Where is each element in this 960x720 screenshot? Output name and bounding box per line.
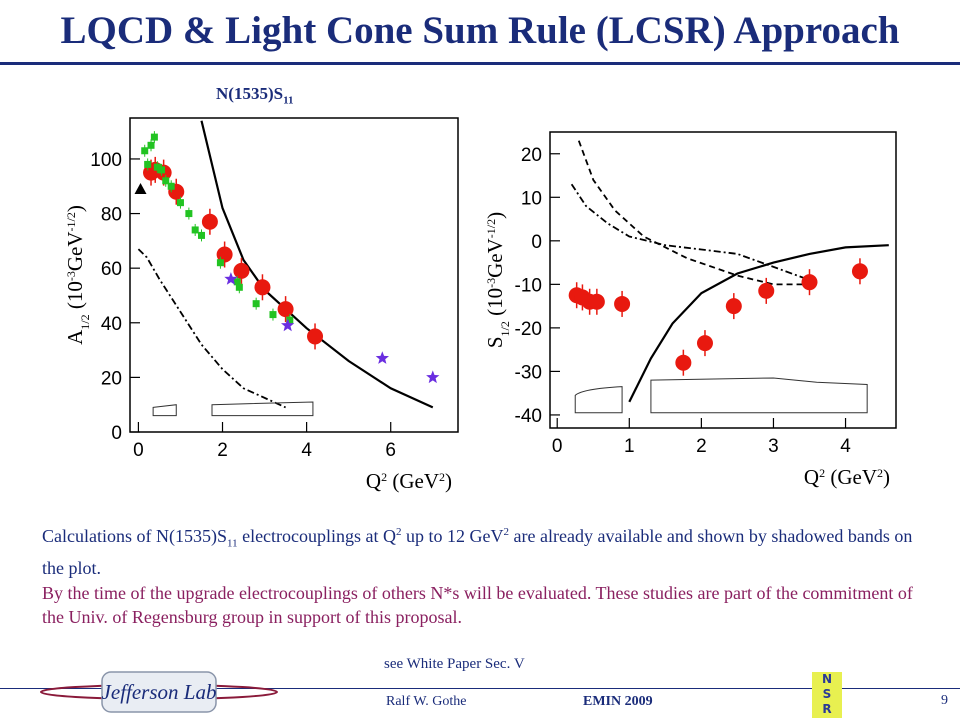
- data-point-circle: [277, 301, 294, 318]
- shadowed-band: [574, 386, 623, 414]
- theory-curve-dashdot: [570, 183, 810, 281]
- data-point-square: [150, 133, 158, 141]
- data-point-square: [197, 231, 205, 239]
- shadowed-band: [650, 377, 868, 414]
- shadowed-band: [211, 401, 314, 417]
- theory-curve-dashdot: [137, 248, 286, 409]
- y-axis-label: A1/2 (10-3GeV-1/2): [63, 205, 92, 345]
- data-point-circle: [675, 354, 692, 371]
- data-point-circle: [307, 328, 324, 345]
- plot-frame: [549, 131, 897, 429]
- data-point-circle: [614, 295, 631, 312]
- footer-conference: EMIN 2009: [583, 694, 653, 709]
- data-point-square: [167, 182, 175, 190]
- footer-author: Ralf W. Gothe: [386, 694, 467, 709]
- y-tick-label: 20: [521, 145, 542, 166]
- data-point-square: [158, 166, 166, 174]
- x-tick-label: 2: [217, 440, 228, 461]
- plot-frame: [129, 117, 459, 433]
- y-tick-label: -40: [515, 406, 542, 427]
- data-point-square: [147, 141, 155, 149]
- footer-divider: [0, 688, 960, 689]
- data-point-square: [286, 316, 294, 324]
- y-tick-label: 60: [101, 259, 122, 280]
- data-point-square: [162, 177, 170, 185]
- theory-curve-solid: [200, 120, 434, 409]
- data-point-circle: [254, 279, 271, 296]
- data-point-square: [153, 163, 161, 171]
- data-point-circle: [588, 293, 605, 310]
- data-point-star: [375, 351, 389, 364]
- title-divider: [0, 62, 960, 65]
- data-point-square: [269, 311, 277, 319]
- shadowed-band: [152, 404, 177, 417]
- jefferson-lab-logo: Jefferson Lab: [40, 671, 278, 713]
- data-point-circle: [201, 213, 218, 230]
- y-tick-label: 40: [101, 314, 122, 335]
- data-point-square: [252, 300, 260, 308]
- theory-curve-dashed: [577, 140, 810, 286]
- data-point-circle: [725, 298, 742, 315]
- data-point-square: [176, 199, 184, 207]
- data-point-square: [141, 147, 149, 155]
- data-point-square: [235, 283, 243, 291]
- slide-title: LQCD & Light Cone Sum Rule (LCSR) Approa…: [60, 9, 900, 52]
- data-point-circle: [851, 263, 868, 280]
- theory-curve-solid: [628, 244, 889, 403]
- data-point-circle: [696, 335, 713, 352]
- data-point-circle: [233, 262, 250, 279]
- data-point-square: [216, 259, 224, 267]
- y-tick-label: -10: [515, 275, 542, 296]
- y-tick-label: 10: [521, 188, 542, 209]
- x-tick-label: 0: [552, 436, 563, 457]
- y-tick-label: 100: [90, 150, 122, 171]
- x-tick-label: 3: [768, 436, 779, 457]
- svg-text:Jefferson Lab: Jefferson Lab: [102, 680, 217, 704]
- y-tick-label: 20: [101, 368, 122, 389]
- data-point-square: [191, 226, 199, 234]
- data-point-circle: [801, 274, 818, 291]
- page-number: 9: [941, 693, 948, 708]
- x-tick-label: 4: [840, 436, 851, 457]
- description: Calculations of N(1535)S11 electrocoupli…: [42, 526, 913, 628]
- x-axis-label: Q2 (GeV2): [804, 465, 890, 489]
- see-reference: see White Paper Sec. V: [384, 656, 525, 672]
- x-tick-label: 4: [301, 440, 312, 461]
- s12-chart: 0 1 2 3 4 -40 -30 -20 -10 0 10 20 S1/2 (10-3GeV-1/2)…: [483, 131, 897, 489]
- y-tick-label: -30: [515, 362, 542, 383]
- y-axis-label: S1/2 (10-3GeV-1/2): [483, 212, 512, 348]
- plot-subheading: N(1535)S11: [216, 84, 294, 107]
- data-point-square: [144, 160, 152, 168]
- x-tick-label: 2: [696, 436, 707, 457]
- data-point-square: [233, 278, 241, 286]
- data-point-circle: [758, 282, 775, 299]
- data-point-square: [185, 210, 193, 218]
- y-tick-label: 80: [101, 205, 122, 226]
- data-point-triangle: [134, 182, 147, 194]
- x-tick-label: 6: [385, 440, 396, 461]
- x-axis-label: Q2 (GeV2): [366, 469, 452, 493]
- data-point-star: [426, 370, 440, 384]
- x-tick-label: 1: [624, 436, 635, 457]
- y-tick-label: 0: [531, 232, 542, 253]
- y-tick-label: -20: [515, 319, 542, 340]
- data-point-star: [281, 318, 295, 332]
- y-tick-label: 0: [111, 423, 122, 444]
- data-point-star: [224, 272, 238, 285]
- x-tick-label: 0: [133, 440, 144, 461]
